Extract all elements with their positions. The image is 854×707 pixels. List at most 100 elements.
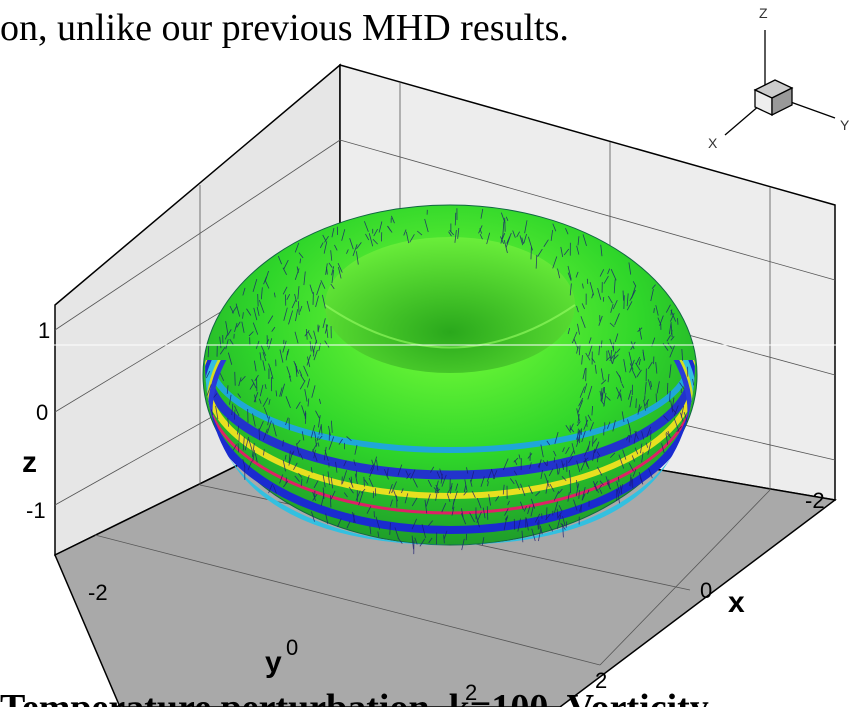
vector-arrow <box>524 220 528 234</box>
vector-arrow <box>640 443 643 454</box>
vector-arrow <box>263 449 265 456</box>
vector-arrow <box>317 442 320 447</box>
vector-arrow <box>667 430 670 436</box>
vector-arrow <box>248 438 253 451</box>
vector-arrow <box>449 482 453 494</box>
vector-arrow <box>581 303 585 310</box>
vector-arrow <box>307 398 310 407</box>
vector-arrow <box>612 420 616 432</box>
vector-arrow <box>552 256 558 269</box>
vector-arrow <box>330 477 334 489</box>
vector-arrow <box>405 470 409 476</box>
vector-arrow <box>647 441 652 455</box>
vector-arrow <box>500 236 505 244</box>
vector-arrow <box>238 377 242 387</box>
vector-arrow <box>552 223 557 232</box>
vector-arrow <box>629 395 633 408</box>
vector-arrow <box>639 327 643 340</box>
orientation-label: Y <box>840 117 850 133</box>
vector-arrow <box>576 305 579 313</box>
vector-arrow <box>317 325 320 333</box>
vector-arrow <box>315 438 318 447</box>
vector-arrow <box>260 287 263 300</box>
vector-arrow <box>616 481 621 494</box>
vector-arrow <box>404 493 409 504</box>
x-tick-label: 2 <box>595 668 607 693</box>
vector-arrow <box>582 367 586 380</box>
vector-arrow <box>390 499 393 507</box>
vector-arrow <box>548 468 554 477</box>
vector-arrow <box>318 415 321 428</box>
vector-arrow <box>354 473 358 485</box>
vector-arrow <box>350 476 353 484</box>
vector-arrow <box>370 463 374 471</box>
vector-arrow <box>521 530 524 543</box>
vector-arrow <box>562 463 565 468</box>
y-tick-label: -2 <box>88 580 108 605</box>
vector-arrow <box>598 345 601 356</box>
vector-arrow <box>351 511 356 524</box>
vector-arrow <box>441 474 447 487</box>
vector-arrow <box>670 336 675 341</box>
vector-arrow <box>297 286 300 300</box>
vector-arrow <box>234 405 240 417</box>
vector-arrow <box>665 431 672 439</box>
vector-arrow <box>554 432 559 444</box>
vector-arrow <box>304 330 310 337</box>
vector-arrow <box>528 485 533 494</box>
vector-arrow <box>293 462 298 471</box>
vector-arrow <box>298 252 304 259</box>
vector-arrow <box>266 420 272 434</box>
vector-arrow <box>591 405 593 416</box>
vector-arrow <box>363 476 365 487</box>
vector-arrow <box>299 453 304 460</box>
vector-arrow <box>324 449 329 462</box>
vector-arrow <box>461 538 465 551</box>
vector-arrow <box>305 329 308 340</box>
vector-arrow <box>569 423 574 431</box>
vector-arrow <box>644 381 647 395</box>
vector-arrow <box>397 464 403 476</box>
vector-arrow <box>326 266 328 275</box>
vector-arrow <box>264 384 267 390</box>
vector-arrow <box>466 467 469 474</box>
vector-arrow <box>509 478 515 485</box>
vector-arrow <box>575 271 579 278</box>
vector-arrow <box>576 460 581 473</box>
vector-arrow <box>242 436 245 451</box>
vector-arrow <box>629 359 635 373</box>
vector-arrow <box>469 512 475 523</box>
vector-arrow <box>269 367 274 380</box>
vector-arrow <box>628 463 634 472</box>
vector-arrow <box>219 373 225 382</box>
vector-arrow <box>502 484 505 495</box>
vector-arrow <box>252 413 256 427</box>
vector-arrow <box>603 275 609 284</box>
vector-arrow <box>313 349 318 361</box>
vector-arrow <box>592 448 595 462</box>
vector-arrow <box>568 470 572 484</box>
vector-arrow <box>506 232 512 244</box>
vector-arrow <box>520 501 524 511</box>
vector-arrow <box>527 505 531 515</box>
vector-arrow <box>615 387 622 399</box>
vector-arrow <box>403 229 407 236</box>
vector-arrow <box>588 344 593 357</box>
vector-arrow <box>232 444 237 451</box>
vector-arrow <box>343 460 347 467</box>
vector-arrow <box>428 520 434 527</box>
x-axis-label: x <box>728 586 745 619</box>
vector-arrow <box>610 269 617 281</box>
vector-arrow <box>210 409 214 416</box>
vector-arrow <box>282 267 287 275</box>
vector-arrow <box>534 513 541 523</box>
vector-arrow <box>386 468 389 478</box>
vector-arrow <box>205 370 211 379</box>
vector-arrow <box>677 318 679 325</box>
vector-arrow <box>225 321 229 336</box>
vector-arrow <box>355 490 361 501</box>
vector-arrow <box>298 472 303 478</box>
vector-arrow <box>237 443 240 453</box>
caption: on, unlike our previous MHD results. <box>0 7 569 49</box>
vector-arrow <box>599 269 605 277</box>
